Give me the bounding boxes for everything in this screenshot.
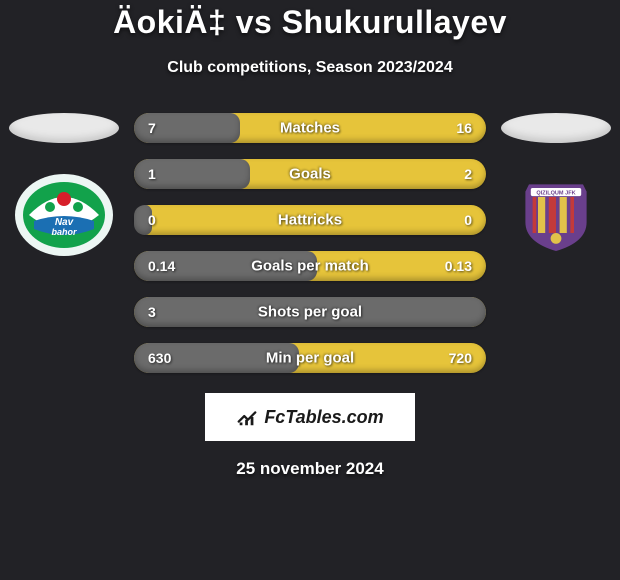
main-row: Nav bahor 7Matches16 1Goals2 0Hattricks0 0.… [0, 113, 620, 373]
player-silhouette-right [501, 113, 611, 143]
comparison-card: ÄokiÄ‡ vs Shukurullayev Club competition… [0, 0, 620, 580]
bar-fill [134, 113, 240, 143]
svg-text:QIZILQUM JFK: QIZILQUM JFK [536, 190, 575, 196]
player-silhouette-left [9, 113, 119, 143]
stat-bar: 3Shots per goal [134, 297, 486, 327]
bar-track [134, 205, 486, 235]
svg-text:bahor: bahor [51, 227, 76, 237]
footer-brand-text: FcTables.com [264, 407, 383, 428]
navbahor-crest: Nav bahor [14, 173, 114, 257]
page-title: ÄokiÄ‡ vs Shukurullayev [0, 4, 620, 41]
stat-bar: 630Min per goal720 [134, 343, 486, 373]
chart-icon [236, 406, 258, 428]
stat-bar: 0Hattricks0 [134, 205, 486, 235]
footer-watermark: FcTables.com [205, 393, 415, 441]
stats-column: 7Matches16 1Goals2 0Hattricks0 0.14Goals pe… [134, 113, 486, 373]
bar-fill [134, 205, 152, 235]
bar-fill [134, 297, 486, 327]
left-side: Nav bahor [4, 113, 124, 257]
bar-fill [134, 343, 299, 373]
subtitle: Club competitions, Season 2023/2024 [0, 59, 620, 77]
qizilqum-crest: QIZILQUM JFK [506, 173, 606, 257]
stat-bar: 7Matches16 [134, 113, 486, 143]
bar-fill [134, 251, 317, 281]
stat-bar: 1Goals2 [134, 159, 486, 189]
date-label: 25 november 2024 [0, 459, 620, 479]
bar-fill [134, 159, 250, 189]
stat-bar: 0.14Goals per match0.13 [134, 251, 486, 281]
right-side: QIZILQUM JFK [496, 113, 616, 257]
